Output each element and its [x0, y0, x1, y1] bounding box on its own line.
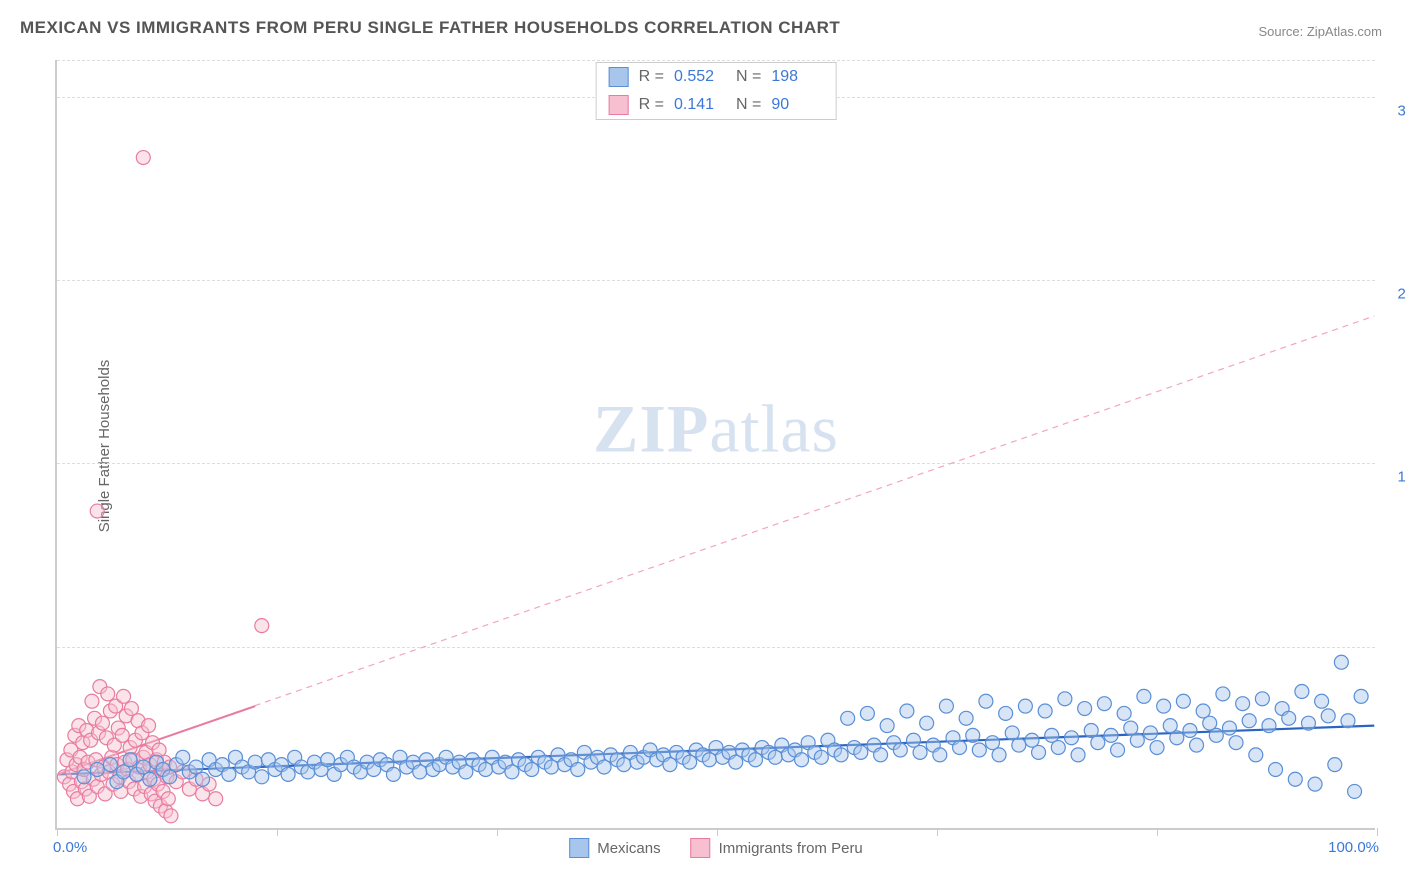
swatch-mexicans — [609, 67, 629, 87]
swatch-peru — [609, 95, 629, 115]
x-tick-mark — [1377, 828, 1378, 836]
stats-row-peru: R = 0.141 N = 90 — [597, 91, 836, 119]
x-tick-mark — [937, 828, 938, 836]
legend-label-mexicans: Mexicans — [597, 840, 660, 857]
y-tick-label: 22.5% — [1397, 286, 1406, 303]
source-attribution: Source: ZipAtlas.com — [1258, 24, 1382, 39]
x-tick-mark — [1157, 828, 1158, 836]
y-tick-label: 30.0% — [1397, 102, 1406, 119]
r-label: R = — [639, 68, 664, 86]
legend-swatch-peru — [691, 838, 711, 858]
legend-label-peru: Immigrants from Peru — [719, 840, 863, 857]
x-tick-start: 0.0% — [53, 839, 87, 856]
n-value-mexicans: 198 — [771, 68, 823, 86]
legend-swatch-mexicans — [569, 838, 589, 858]
stats-legend: R = 0.552 N = 198 R = 0.141 N = 90 — [596, 62, 837, 120]
stats-row-mexicans: R = 0.552 N = 198 — [597, 63, 836, 91]
x-tick-mark — [277, 828, 278, 836]
x-tick-mark — [717, 828, 718, 836]
n-value-peru: 90 — [771, 96, 823, 114]
bottom-legend: Mexicans Immigrants from Peru — [569, 838, 863, 858]
x-tick-mark — [497, 828, 498, 836]
scatter-points — [57, 60, 1375, 828]
y-tick-label: 15.0% — [1397, 469, 1406, 486]
n-label: N = — [736, 96, 761, 114]
legend-item-peru: Immigrants from Peru — [691, 838, 863, 858]
legend-item-mexicans: Mexicans — [569, 838, 660, 858]
n-label: N = — [736, 68, 761, 86]
r-value-mexicans: 0.552 — [674, 68, 726, 86]
r-value-peru: 0.141 — [674, 96, 726, 114]
source-prefix: Source: — [1258, 24, 1306, 39]
x-tick-mark — [57, 828, 58, 836]
x-tick-end: 100.0% — [1328, 839, 1379, 856]
r-label: R = — [639, 96, 664, 114]
plot-area: 7.5%15.0%22.5%30.0% ZIPatlas R = 0.552 N… — [55, 60, 1375, 830]
chart-title: MEXICAN VS IMMIGRANTS FROM PERU SINGLE F… — [20, 18, 840, 38]
source-link[interactable]: ZipAtlas.com — [1307, 24, 1382, 39]
